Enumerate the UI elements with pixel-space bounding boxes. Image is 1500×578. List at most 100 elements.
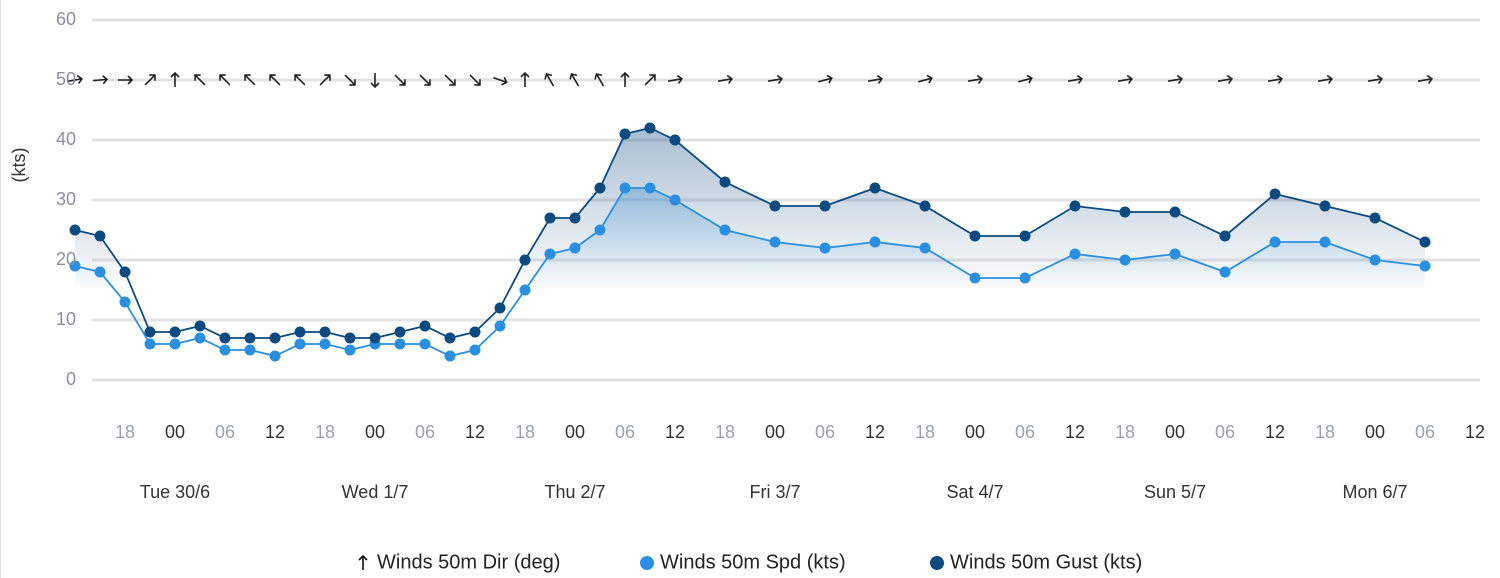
arrow-shape	[319, 74, 331, 86]
arrow-shape	[344, 74, 356, 86]
point	[169, 338, 181, 350]
point	[569, 242, 581, 254]
day-label: Mon 6/7	[1342, 482, 1407, 502]
arrow-shape	[520, 71, 530, 87]
direction-arrow	[294, 74, 306, 86]
point	[819, 200, 831, 212]
point	[469, 326, 481, 338]
point	[644, 182, 656, 194]
point	[394, 338, 406, 350]
day-label: Tue 30/6	[140, 482, 210, 502]
arrow-shape	[717, 74, 734, 84]
point	[544, 212, 556, 224]
y-tick-label: 10	[56, 309, 76, 329]
direction-arrow	[644, 74, 656, 86]
legend-icon	[358, 554, 368, 570]
direction-arrow	[544, 72, 555, 87]
point	[769, 236, 781, 248]
arrow-shape	[67, 74, 84, 84]
direction-arrow	[194, 74, 206, 86]
x-tick-label: 00	[1365, 422, 1385, 442]
point	[869, 236, 881, 248]
x-tick-label: 06	[815, 422, 835, 442]
point	[569, 212, 581, 224]
direction-arrow	[67, 74, 84, 84]
point	[194, 320, 206, 332]
point	[319, 326, 331, 338]
y-tick-label: 0	[66, 369, 76, 389]
point	[719, 176, 731, 188]
point	[94, 266, 106, 278]
arrow-shape	[419, 74, 431, 86]
areas	[75, 128, 1425, 380]
arrow-shape	[170, 71, 180, 87]
point	[469, 344, 481, 356]
point	[594, 224, 606, 236]
direction-arrow	[344, 74, 356, 86]
arrow-shape	[469, 74, 481, 86]
point	[119, 266, 131, 278]
axes: 0 10 20 30 40 50 60 18 00 06 12 18 00 06 12 18 00 06 12 18 0…	[56, 9, 1485, 502]
arrow-shape	[1217, 74, 1234, 84]
direction-arrow	[967, 74, 984, 84]
legend-label: Winds 50m Dir (deg)	[377, 551, 560, 573]
point	[244, 332, 256, 344]
direction-arrow	[444, 74, 456, 86]
direction-arrow	[144, 74, 156, 86]
x-tick-label: 06	[1015, 422, 1035, 442]
point	[494, 320, 506, 332]
arrow-shape	[620, 71, 630, 87]
arrow-shape	[667, 74, 684, 84]
arrow-shape	[569, 72, 580, 87]
direction-arrow	[520, 71, 530, 87]
point	[144, 326, 156, 338]
point	[119, 296, 131, 308]
point	[594, 182, 606, 194]
direction-arrow	[867, 74, 884, 84]
arrow-shape	[294, 74, 306, 86]
arrow-shape	[244, 74, 256, 86]
arrow-shape	[1317, 74, 1334, 84]
x-tick-label: 00	[165, 422, 185, 442]
direction-arrow	[419, 74, 431, 86]
point	[644, 122, 656, 134]
point	[1269, 188, 1281, 200]
point	[269, 350, 281, 362]
lines	[74, 127, 1426, 357]
x-tick-label: 00	[365, 422, 385, 442]
y-tick-label: 20	[56, 249, 76, 269]
y-tick-label: 50	[56, 69, 76, 89]
arrow-shape	[92, 75, 109, 85]
legend-label: Winds 50m Gust (kts)	[950, 551, 1142, 573]
point	[1169, 206, 1181, 218]
arrow-shape	[544, 72, 555, 87]
arrow-shape	[1367, 74, 1384, 84]
area	[75, 128, 1425, 380]
point	[1069, 248, 1081, 260]
arrow-shape	[394, 74, 406, 86]
x-tick-label: 06	[615, 422, 635, 442]
point	[169, 326, 181, 338]
point	[444, 350, 456, 362]
point	[219, 332, 231, 344]
point	[1369, 254, 1381, 266]
point	[1319, 200, 1331, 212]
direction-arrow	[269, 74, 281, 86]
point	[494, 302, 506, 314]
direction-arrow	[767, 74, 784, 84]
direction-arrow	[1367, 74, 1384, 84]
direction-arrow	[244, 74, 256, 86]
direction-arrow	[493, 76, 508, 86]
arrow-shape	[967, 74, 984, 84]
direction-arrow	[667, 74, 684, 84]
arrow-shape	[1117, 74, 1134, 84]
point	[1319, 236, 1331, 248]
x-tick-label: 18	[115, 422, 135, 442]
point	[344, 332, 356, 344]
y-axis-label: (kts)	[9, 148, 29, 183]
point	[319, 338, 331, 350]
x-tick-label: 12	[865, 422, 885, 442]
direction-arrow	[170, 71, 180, 87]
direction-arrow	[594, 72, 605, 87]
